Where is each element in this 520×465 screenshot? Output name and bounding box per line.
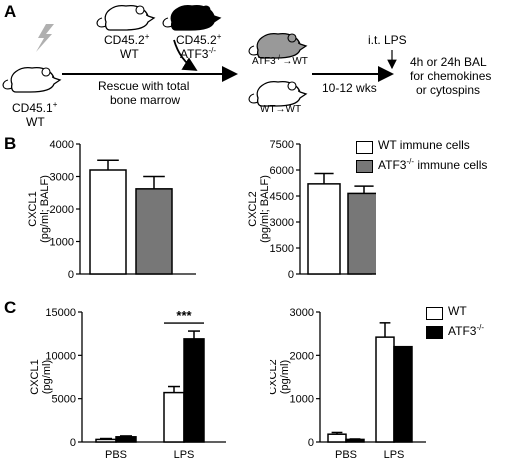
mouse-icon xyxy=(96,4,156,31)
bar xyxy=(95,438,117,443)
bar xyxy=(393,345,413,443)
y-axis-label-units: (pg/ml) xyxy=(279,360,291,394)
y-tick-label: 1000 xyxy=(290,394,314,406)
legend-swatch-ko xyxy=(356,160,373,173)
chart-cxcl1-lps: 0 5000 10000 15000 CXCL1 (pg/ml) PBS LPS *** xyxy=(29,307,226,461)
bar xyxy=(345,438,365,443)
donor-wt-label-line2: WT xyxy=(120,47,139,61)
y-tick-label: 0 xyxy=(288,269,294,281)
chimera-wt-label: WT→WT xyxy=(260,104,301,115)
outcome-line1: 4h or 24h BAL xyxy=(410,55,487,69)
chart-cxcl2-lps: 0 1000 2000 3000 CXCL2 (pg/ml) PBS LPS xyxy=(270,307,426,461)
x-tick-label: PBS xyxy=(105,449,127,461)
mouse-icon xyxy=(248,32,308,59)
y-tick-label: 3000 xyxy=(50,172,74,184)
y-tick-label: 1500 xyxy=(270,243,294,255)
y-axis-label: CXCL1 xyxy=(27,191,39,226)
mouse-icon xyxy=(248,80,308,107)
time-label: 10-12 wks xyxy=(322,81,377,95)
recipient-label-line2: WT xyxy=(26,115,45,129)
y-tick-label: 0 xyxy=(70,437,76,449)
bar xyxy=(347,192,376,275)
legend-label-wt: WT immune cells xyxy=(378,138,470,152)
outcome-line3: or cytospins xyxy=(416,83,480,97)
y-tick-label: 1000 xyxy=(50,237,74,249)
experiment-schematic: CD45.1+ WT CD45.2+ WT CD45.2+ ATF3-/- Re… xyxy=(2,4,491,129)
arrow-donor-merge xyxy=(173,39,198,71)
rescue-label: Rescue with total xyxy=(98,79,189,93)
y-tick-label: 5000 xyxy=(52,394,76,406)
y-tick-label: 10000 xyxy=(45,350,76,362)
panel-label-c: C xyxy=(4,298,17,317)
donor-ko-label-line2: ATF3-/- xyxy=(180,46,216,61)
x-tick-label: LPS xyxy=(384,449,405,461)
donor-ko-label-line1: CD45.2+ xyxy=(176,32,222,47)
y-tick-label: 7500 xyxy=(270,139,294,151)
legend-b: WT immune cells ATF3-/- immune cells xyxy=(356,138,520,178)
chart-cxcl1-balf: 0 1000 2000 3000 4000 CXCL1 (pg/ml; BALF) xyxy=(27,139,196,281)
y-axis-label-units: (pg/ml; BALF) xyxy=(39,175,51,243)
y-axis-label: CXCL2 xyxy=(247,191,259,226)
y-tick-label: 2000 xyxy=(50,204,74,216)
y-tick-label: 2000 xyxy=(290,350,314,362)
bar xyxy=(183,338,205,443)
y-tick-label: 0 xyxy=(308,437,314,449)
legend-c: WT ATF3-/- xyxy=(426,304,520,344)
y-tick-label: 6000 xyxy=(270,165,294,177)
bar xyxy=(375,336,395,443)
donor-wt-label-line1: CD45.2+ xyxy=(104,32,150,47)
bar xyxy=(307,183,341,275)
rescue-label-line2: bone marrow xyxy=(110,93,180,107)
bar xyxy=(135,188,173,275)
chimera-ko-label: ATF3-/-→WT xyxy=(252,55,308,67)
mouse-icon xyxy=(2,66,62,93)
y-tick-label: 3000 xyxy=(290,307,314,319)
legend-swatch-ko xyxy=(426,326,443,339)
legend-label-wt: WT xyxy=(448,304,467,318)
mouse-icon xyxy=(162,4,222,31)
bar xyxy=(89,169,127,275)
y-axis-label: CXCL2 xyxy=(270,359,279,394)
legend-label-ko: ATF3-/- xyxy=(448,323,485,338)
panel-label-a: A xyxy=(4,2,17,21)
legend-swatch-wt xyxy=(426,307,443,320)
y-tick-label: 4500 xyxy=(270,191,294,203)
y-tick-label: 3000 xyxy=(270,217,294,229)
panel-label-b: B xyxy=(4,134,17,153)
outcome-line2: for chemokines xyxy=(410,69,491,83)
y-tick-label: 4000 xyxy=(50,139,74,151)
x-tick-label: PBS xyxy=(335,449,357,461)
bar xyxy=(115,436,137,443)
recipient-label-line1: CD45.1+ xyxy=(12,100,58,115)
significance-label: *** xyxy=(176,308,192,323)
x-tick-label: LPS xyxy=(174,449,195,461)
y-axis-label: CXCL1 xyxy=(29,359,41,394)
bar xyxy=(163,391,185,443)
legend-swatch-wt xyxy=(356,141,373,154)
y-tick-label: 15000 xyxy=(45,307,76,319)
chart-cxcl2-balf: 0 1500 3000 4500 6000 7500 CXCL2 (pg/ml; BALF) xyxy=(247,139,376,281)
y-tick-label: 0 xyxy=(68,269,74,281)
treatment-label: i.t. LPS xyxy=(368,33,407,47)
bar xyxy=(327,433,347,443)
legend-label-ko: ATF3-/- immune cells xyxy=(378,157,488,172)
lightning-icon xyxy=(36,24,54,52)
y-axis-label-units: (pg/ml; BALF) xyxy=(259,175,271,243)
y-axis-label-units: (pg/ml) xyxy=(41,360,53,394)
